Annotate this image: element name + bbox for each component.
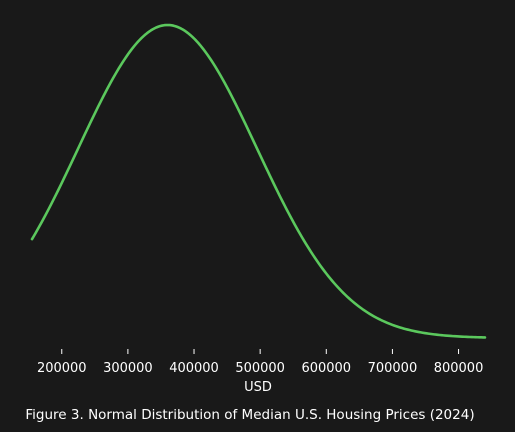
x-axis-label: USD — [244, 380, 272, 395]
x-tick-label: 700000 — [368, 361, 418, 376]
density-curve — [30, 23, 487, 339]
x-tick-label: 600000 — [301, 361, 351, 376]
x-tick-label: 400000 — [169, 361, 219, 376]
figure-caption: Figure 3. Normal Distribution of Median … — [25, 407, 474, 423]
x-tick-label: 500000 — [235, 361, 285, 376]
x-axis-ticks: 200000 300000 400000 500000 600000 700000 8000… — [37, 349, 483, 376]
x-tick-label: 300000 — [103, 361, 153, 376]
x-tick-label: 200000 — [37, 361, 87, 376]
x-tick-label: 800000 — [434, 361, 484, 376]
plot-area — [30, 23, 487, 339]
